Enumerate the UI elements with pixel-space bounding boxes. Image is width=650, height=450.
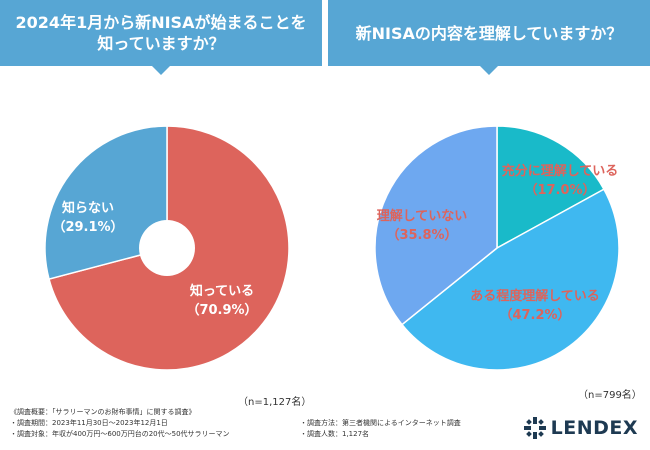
left-sample-size: （n=1,127名）: [238, 397, 312, 408]
lendex-logo-icon: [523, 417, 546, 439]
chart1-slice-2: [44, 125, 168, 280]
chart2-slice-2: [400, 188, 620, 371]
survey-method: ・調査方法：第三者機関によるインターネット調査: [300, 419, 461, 427]
chart2-slice-3-pct-label: （35.8%）: [386, 227, 457, 243]
right-chart-title-banner: 新NISAの内容を理解していますか？: [328, 0, 650, 75]
chart1-slice-1-label: 知っている: [190, 283, 254, 299]
chart2-slice-1: [496, 125, 605, 250]
chart2-slice-2-pct-label: （47.2%）: [499, 307, 570, 323]
left-chart-title-banner: 2024年1月から新NISAが始まることを 知っていますか？: [0, 0, 322, 75]
survey-summary-title: 《調査概要：「サラリーマンのお財布事情」に関する調査》: [10, 408, 196, 416]
right-sample-size: （n=799名）: [578, 390, 642, 401]
chart1-slice-2-pct-label: （29.1%）: [52, 219, 123, 235]
right-chart-title: 新NISAの内容を理解していますか？: [355, 23, 623, 43]
right-banner-notch: [480, 66, 498, 75]
chart2-slice-3: [374, 125, 498, 326]
chart2-slice-2-label: ある程度理解している: [470, 288, 600, 304]
chart2-slice-3-label: 理解していない: [377, 208, 468, 224]
chart1-slice-1-pct-label: （70.9%）: [186, 302, 257, 318]
chart1-slice-2-label: 知らない: [62, 200, 114, 216]
chart1-donut-hole: [139, 220, 195, 276]
survey-target: ・調査対象：年収が400万円〜600万円台の20代〜50代サラリーマン: [10, 430, 230, 438]
chart2-slice-1-label: 充分に理解している: [502, 163, 619, 179]
left-banner-notch: [152, 66, 170, 75]
survey-count: ・調査人数：1,127名: [300, 430, 370, 438]
left-chart-title: 2024年1月から新NISAが始まることを 知っていますか？: [15, 13, 307, 53]
chart2-slice-1-pct-label: （17.0%）: [524, 182, 595, 198]
lendex-logo-text: LENDEX: [550, 417, 638, 439]
lendex-logo: LENDEX: [523, 416, 638, 440]
survey-period: ・調査期間：2023年11月30日〜2023年12月1日: [10, 419, 168, 427]
